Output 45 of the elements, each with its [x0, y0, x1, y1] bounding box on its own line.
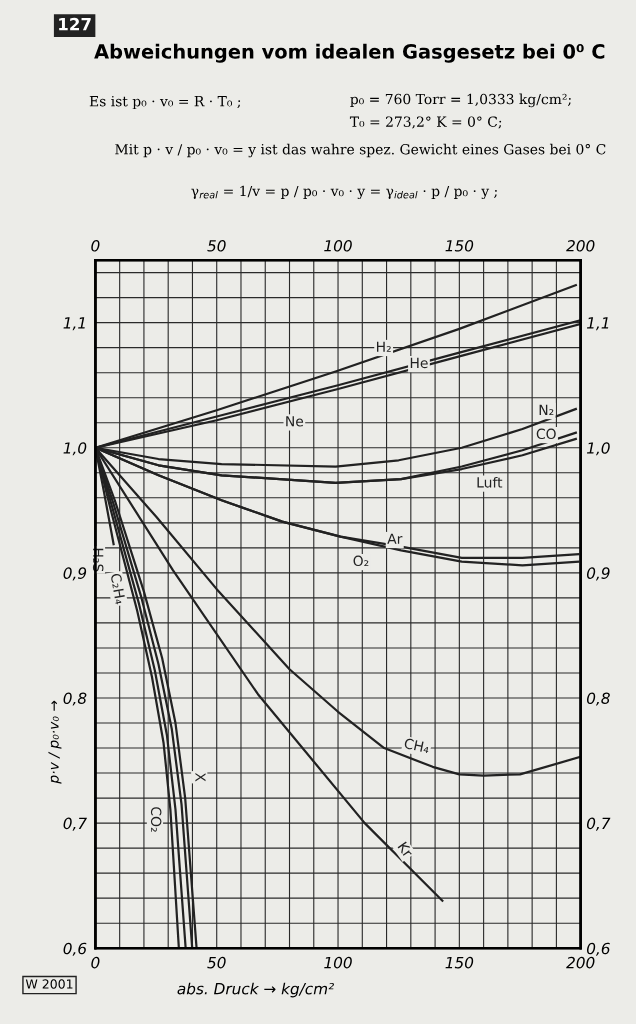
x-tick-label: 0: [91, 240, 100, 252]
y2-tick-label: 0,9: [586, 567, 610, 581]
x2-tick-label: 150: [445, 956, 474, 969]
text: p₀ = 760 Torr = 1,0333 kg/cm²;: [350, 93, 571, 108]
y-tick-label: 0,9: [63, 567, 87, 581]
text: Es ist p₀ · v₀ = R · T₀ ;: [89, 96, 241, 110]
y-tick-label: 0,6: [63, 942, 87, 956]
series-label: N₂: [539, 404, 554, 415]
y-tick-label: 1,1: [63, 317, 85, 331]
x-axis-title: abs. Druck → kg/cm²: [177, 982, 334, 998]
x-tick-label: 50: [207, 240, 226, 252]
text: T₀ = 273,2° K = 0° C;: [349, 116, 502, 129]
x2-tick-label: 0: [91, 956, 100, 969]
series-label: O₂: [353, 555, 369, 567]
x-tick-label: 150: [445, 240, 474, 252]
y2-tick-label: 0,6: [586, 942, 610, 956]
series-label: He: [410, 357, 428, 369]
series-label: H₂: [377, 341, 391, 352]
text: CO₂: [150, 807, 162, 832]
series-label: Ar: [387, 533, 403, 544]
x2-tick-label: 200: [566, 956, 595, 969]
y2-tick-label: 0,7: [586, 817, 611, 831]
x-tick-label: 200: [566, 240, 595, 252]
x2-tick-label: 50: [207, 956, 226, 969]
x2-tick-label: 100: [324, 956, 352, 969]
text: Mit p · v / p₀ · v₀ = y ist das wahre spez. Gewicht eines Gases bei 0° C: [115, 143, 606, 158]
y-tick-label: 0,7: [63, 817, 87, 831]
text: γ$_{real}$ = 1/v = p / p₀ · v₀ · y = γ$_{ideal}$ · p / p₀ · y ;: [191, 185, 497, 200]
x-tick-label: 100: [324, 240, 352, 252]
text: W 2001: [25, 979, 73, 989]
series-label: CO: [536, 428, 556, 440]
y-axis-title: p·v / p₀·v₀ →: [48, 700, 62, 784]
text: X: [195, 772, 206, 782]
series-label: Luft: [477, 476, 503, 488]
y2-tick-label: 1,1: [586, 317, 609, 331]
text: Kr: [397, 841, 414, 859]
text: 127: [59, 17, 91, 31]
series-label: Ne: [286, 416, 304, 427]
text: C₂H₄: [110, 573, 127, 605]
y2-tick-label: 0,8: [586, 692, 610, 706]
text: CH₄: [403, 737, 430, 754]
y-tick-label: 1,0: [63, 442, 87, 456]
y-tick-label: 0,8: [63, 692, 87, 706]
chart-title: Abweichungen vom idealen Gasgesetz bei 0⁰ C: [94, 43, 605, 63]
y2-tick-label: 1,0: [586, 442, 610, 456]
